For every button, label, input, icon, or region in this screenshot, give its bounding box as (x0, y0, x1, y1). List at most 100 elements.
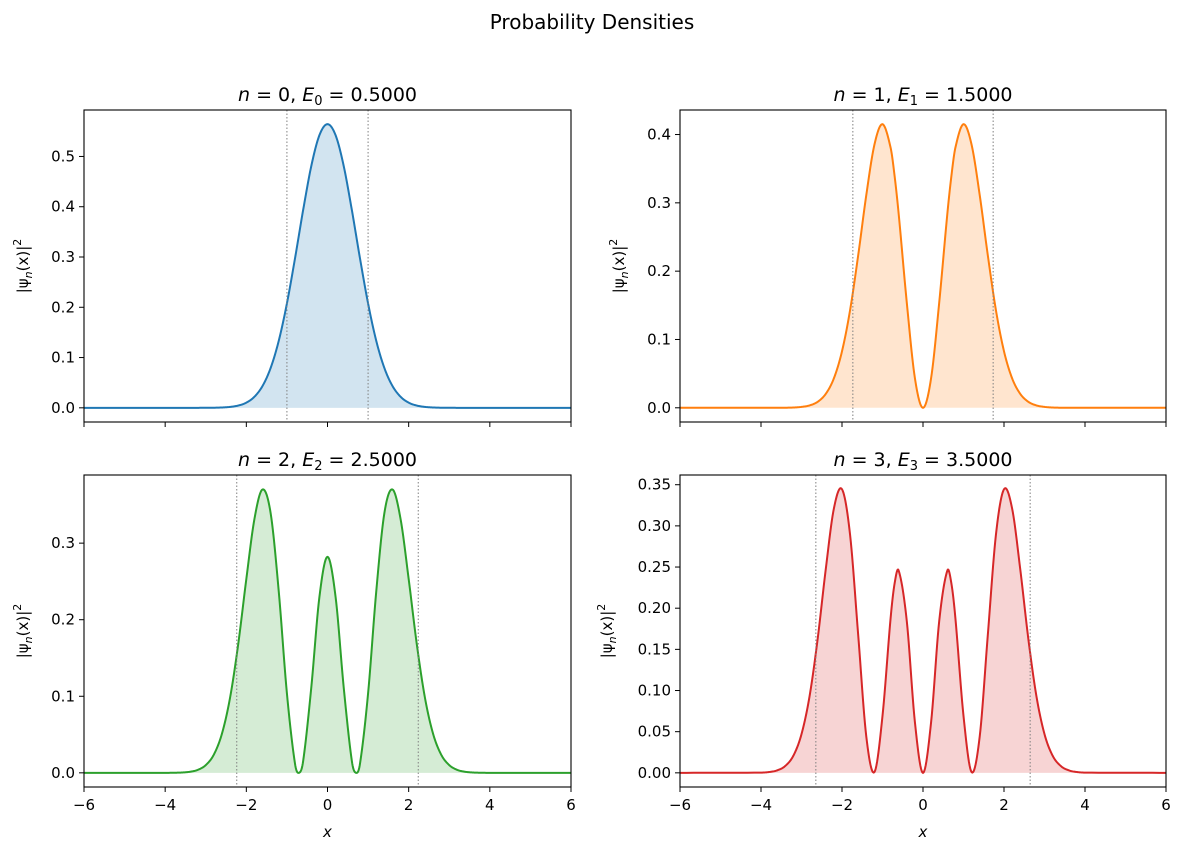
title-eq2: = (323, 449, 351, 471)
title-n: 3 (874, 449, 886, 471)
ylabel-sub: n (22, 636, 35, 643)
ylabel-mid: (x)| (14, 246, 32, 272)
title-eq2: = (918, 449, 946, 471)
y-tick-label: 0.1 (51, 687, 75, 705)
ylabel-mid: (x)| (14, 611, 32, 637)
density-fill (84, 489, 571, 773)
x-tick-label: −2 (831, 796, 853, 814)
title-energy_var: E (302, 84, 314, 106)
y-tick-label: 0.0 (51, 764, 75, 782)
ylabel-sup: 2 (11, 239, 24, 246)
y-tick-label: 0.00 (638, 764, 671, 782)
y-axis-label: |ψn(x)|2 (11, 604, 35, 659)
density-fill (680, 124, 1166, 408)
title-value: 2.5000 (351, 449, 417, 471)
title-n: 2 (278, 449, 290, 471)
y-tick-label: 0.25 (638, 558, 671, 576)
title-eq2: = (323, 84, 351, 106)
y-tick-label: 0.0 (647, 399, 671, 417)
title-var: n (238, 449, 250, 471)
ylabel-sup: 2 (607, 239, 620, 246)
y-tick-label: 0.5 (51, 147, 75, 165)
x-tick-label: 4 (485, 796, 495, 814)
ylabel-sub: n (606, 636, 619, 643)
y-tick-label: 0.3 (51, 248, 75, 266)
density-curve (680, 123, 1166, 409)
axes-frame (679, 109, 1167, 423)
ylabel-pre: |ψ (598, 643, 616, 658)
subplot-2: −6 −4 −2 0 2 4 60.00.10.20.3n = 2, E2 = 2.5000… (11, 449, 576, 841)
y-tick-label: 0.35 (638, 476, 671, 494)
y-tick-label: 0.2 (51, 298, 75, 316)
title-eq: = (846, 449, 874, 471)
density-fill (680, 488, 1166, 773)
ylabel-pre: |ψ (610, 278, 628, 293)
x-tick-label: 4 (1080, 796, 1090, 814)
title-comma: , (886, 449, 898, 471)
x-tick-label: −6 (669, 796, 691, 814)
title-sub: 3 (910, 459, 918, 474)
x-axis-label: x (322, 823, 332, 841)
x-tick-label: 2 (999, 796, 1009, 814)
y-tick-label: 0.1 (51, 349, 75, 367)
ylabel-sup: 2 (11, 604, 24, 611)
y-tick-label: 0.4 (51, 198, 75, 216)
title-n: 0 (278, 84, 290, 106)
title-energy_var: E (302, 449, 314, 471)
title-energy_var: E (898, 449, 910, 471)
title-comma: , (290, 84, 302, 106)
x-tick-label: 6 (1161, 796, 1171, 814)
title-eq2: = (918, 84, 946, 106)
subplot-0: 0.0 0.1 0.2 0.3 0.4 0.5 n = 0, E0 = 0.5000 |ψn(… (11, 84, 572, 427)
y-tick-label: 0.0 (51, 399, 75, 417)
x-tick-label: −6 (73, 796, 95, 814)
title-value: 1.5000 (946, 84, 1012, 106)
y-tick-label: 0.2 (51, 611, 75, 629)
axes-frame (679, 474, 1167, 788)
ylabel-sub: n (618, 271, 631, 278)
title-comma: , (886, 84, 898, 106)
y-axis-label: |ψn(x)|2 (607, 239, 631, 294)
subplot-title: n = 1, E1 = 1.5000 (833, 84, 1012, 109)
title-value: 0.5000 (351, 84, 417, 106)
y-tick-label: 0.30 (638, 517, 671, 535)
title-sub: 1 (910, 94, 918, 109)
density-curve (84, 123, 571, 409)
y-tick-label: 0.20 (638, 599, 671, 617)
title-energy_var: E (898, 84, 910, 106)
subplot-title: n = 0, E0 = 0.5000 (238, 84, 417, 109)
density-fill (84, 124, 571, 408)
y-tick-label: 0.3 (51, 534, 75, 552)
x-tick-label: −2 (235, 796, 257, 814)
ylabel-mid: (x)| (610, 246, 628, 272)
y-tick-label: 0.2 (647, 262, 671, 280)
subplot-title: n = 2, E2 = 2.5000 (238, 449, 417, 474)
x-tick-label: −4 (750, 796, 772, 814)
x-tick-label: 6 (566, 796, 576, 814)
title-var: n (833, 84, 845, 106)
y-axis-label: |ψn(x)|2 (11, 239, 35, 294)
y-tick-label: 0.15 (638, 640, 671, 658)
title-var: n (238, 84, 250, 106)
title-value: 3.5000 (946, 449, 1012, 471)
x-tick-label: 0 (323, 796, 333, 814)
x-axis-label: x (918, 823, 928, 841)
title-comma: , (290, 449, 302, 471)
title-eq: = (250, 84, 278, 106)
ylabel-mid: (x)| (598, 611, 616, 637)
x-tick-label: 2 (404, 796, 414, 814)
title-sub: 2 (314, 459, 322, 474)
subplot-1: 0.00.10.20.30.4n = 1, E1 = 1.5000|ψn(x)|… (607, 84, 1167, 427)
density-curve (84, 488, 571, 774)
title-var: n (833, 449, 845, 471)
y-tick-label: 0.3 (647, 194, 671, 212)
subplot-3: −6 −4 −2 0 2 4 6 0.00 0.05 0.10 0.15 0.20 0.25 0.30 0.… (595, 449, 1171, 841)
x-tick-label: 0 (918, 796, 928, 814)
y-tick-label: 0.1 (647, 330, 671, 348)
y-axis-label: |ψn(x)|2 (595, 604, 619, 659)
suptitle: Probability Densities (490, 10, 695, 34)
ylabel-sup: 2 (595, 604, 608, 611)
density-curve (679, 487, 1167, 775)
title-eq: = (250, 449, 278, 471)
